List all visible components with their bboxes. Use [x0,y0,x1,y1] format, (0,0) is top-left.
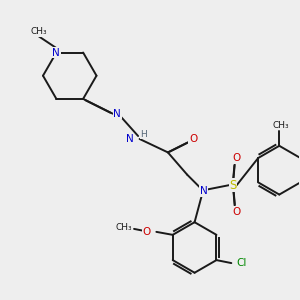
Text: H: H [140,130,147,139]
Text: CH₃: CH₃ [272,121,289,130]
Text: N: N [113,109,121,119]
Text: O: O [232,207,240,217]
Text: CH₃: CH₃ [116,223,133,232]
Text: O: O [232,153,240,163]
Text: CH₃: CH₃ [30,27,47,36]
Text: N: N [126,134,134,144]
Text: N: N [200,186,207,196]
Text: O: O [189,134,197,144]
Text: Cl: Cl [236,258,247,268]
Text: N: N [52,47,60,58]
Text: S: S [230,178,237,192]
Text: O: O [143,227,151,237]
